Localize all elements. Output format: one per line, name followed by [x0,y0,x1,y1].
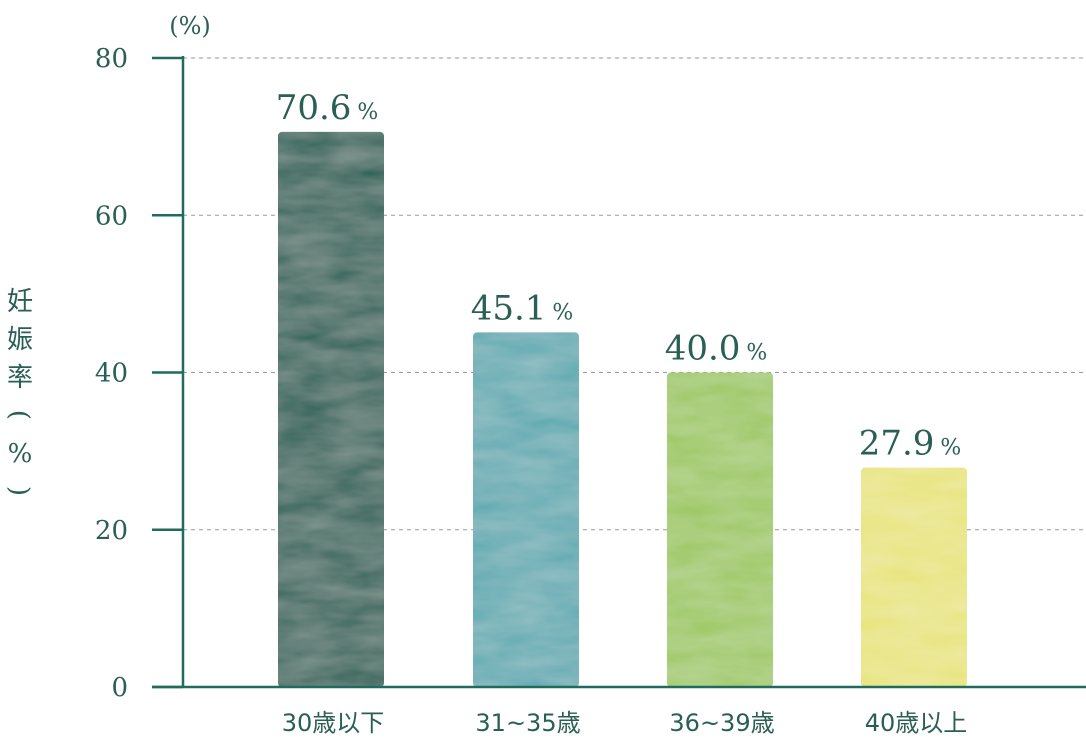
y-axis-label: 妊娠率 (%) [4,287,34,496]
y-tick-labels: 0 20 40 60 80 [95,44,128,703]
bar [861,467,967,687]
data-label-value: 27.9 [859,424,935,464]
y-axis-label-char: ( [4,410,34,420]
y-tick-label: 60 [95,201,128,231]
bars [278,131,967,688]
bar [278,131,384,688]
data-label-suffix: % [746,341,767,366]
data-label: 45.1% [471,288,574,328]
y-axis-label-char: 率 [7,363,33,393]
x-category-labels: 30歳以下 31~35歳 36~39歳 40歳以上 [282,709,968,737]
data-label-value: 70.6 [276,88,352,128]
data-label-value: 40.0 [665,329,741,369]
y-axis-label-char: ) [4,486,34,496]
bar [667,372,773,687]
data-label: 27.9% [859,424,962,464]
x-category-label: 31~35歳 [475,709,580,737]
y-axis-label-char: 娠 [7,325,33,355]
y-unit-label: (%) [169,12,211,40]
y-tick-label: 40 [95,359,128,389]
axes [152,56,1086,689]
data-labels: 70.6 %45.1 %40.0 %27.9% [276,88,962,464]
data-label-value: 45.1 [471,288,547,328]
y-axis-label-char: 妊 [7,287,33,317]
x-category-label: 30歳以下 [282,709,385,737]
data-label: 40.0% [665,329,768,369]
x-category-label: 36~39歳 [669,709,774,737]
x-category-label: 40歳以上 [865,709,968,737]
y-tick-label: 80 [95,44,128,74]
y-tick-label: 0 [111,673,128,703]
data-label-suffix: % [552,300,573,325]
bar [473,332,579,687]
data-label-suffix: % [940,436,961,461]
data-label-suffix: % [357,100,378,125]
data-label: 70.6% [276,88,379,128]
y-axis-label-char: % [8,439,33,469]
y-tick-label: 20 [95,516,128,546]
